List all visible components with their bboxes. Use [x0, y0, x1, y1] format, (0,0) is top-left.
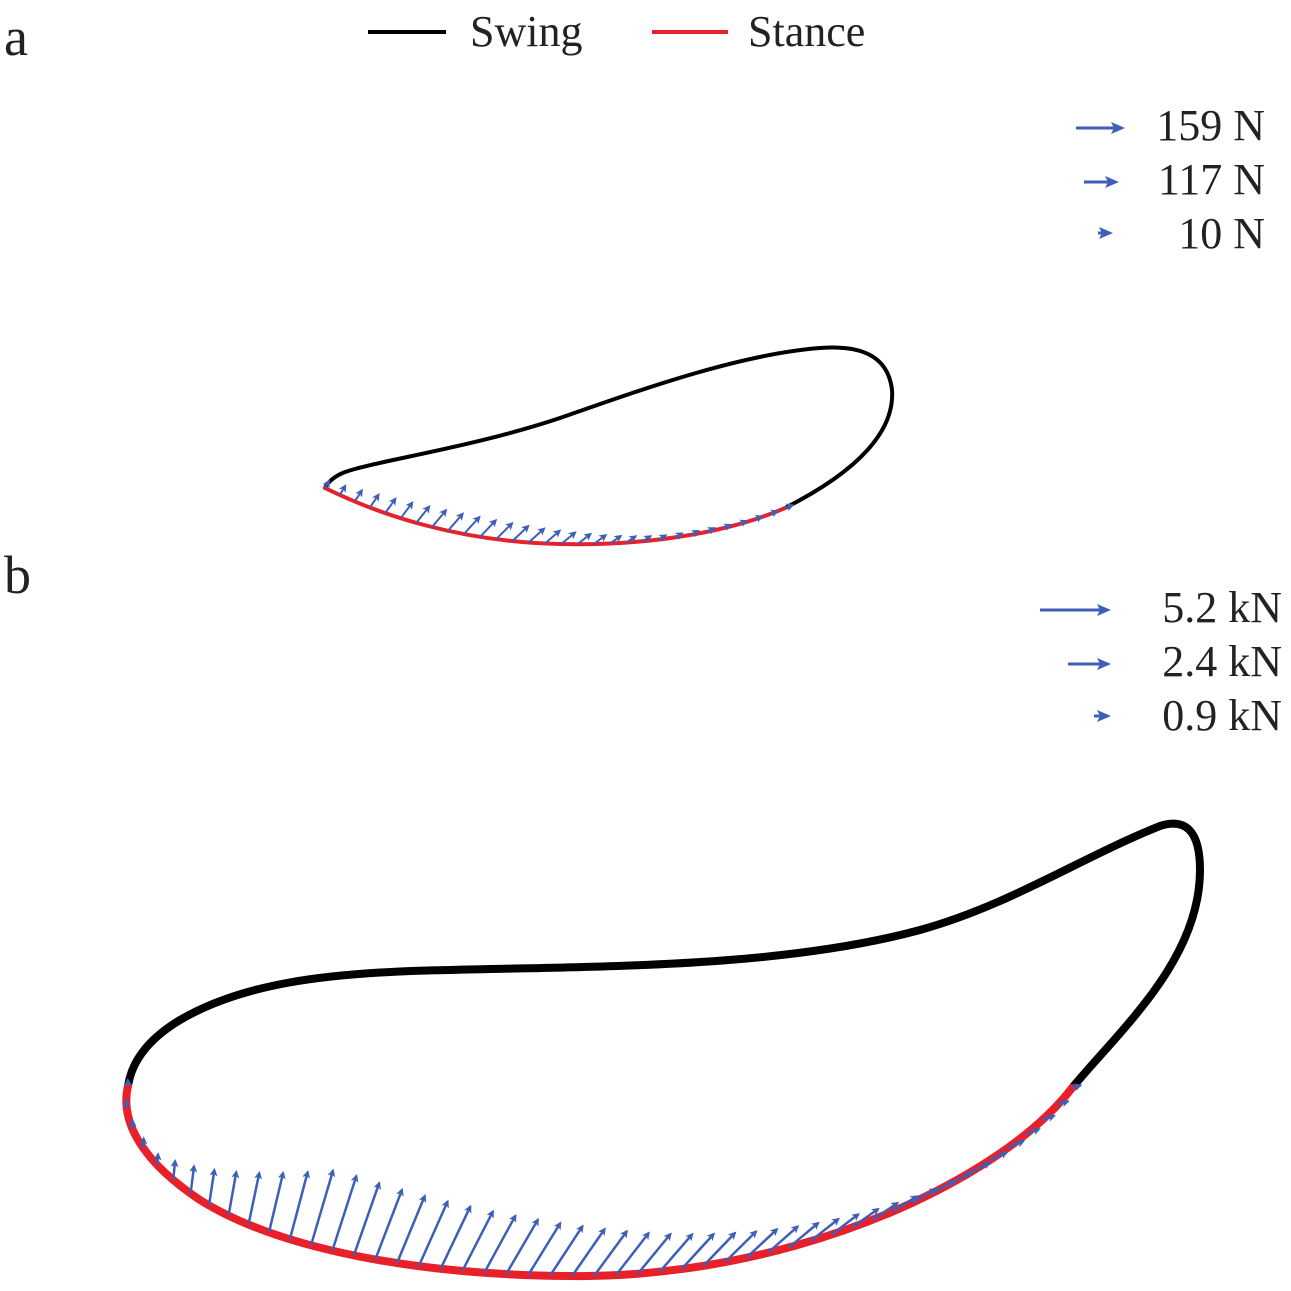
- panel-b-scale-value: 0.9 kN: [1162, 691, 1282, 740]
- force-arrow-icon: [227, 1170, 240, 1216]
- force-arrow-icon: [395, 1194, 427, 1264]
- force-arrow-icon: [505, 1217, 539, 1275]
- force-arrow-icon: [1071, 1083, 1083, 1091]
- panel-b-scale-value: 2.4 kN: [1162, 637, 1282, 686]
- force-arrow-icon: [576, 532, 593, 545]
- force-arrow-icon: [417, 1199, 449, 1267]
- panel-b-force-scale: 5.2 kN 2.4 kN 0.9 kN: [1040, 583, 1282, 740]
- force-arrow-icon: [593, 1229, 628, 1277]
- force-arrow-icon: [369, 493, 380, 509]
- force-arrow-icon: [851, 1207, 880, 1229]
- panel-a-force-scale: 159 N 117 N 10 N: [1076, 101, 1265, 258]
- force-arrow-icon: [769, 509, 780, 518]
- force-arrow-icon: [207, 1167, 218, 1206]
- panel-b-force-arrows: [122, 1078, 1083, 1277]
- force-arrow-icon: [702, 1231, 737, 1267]
- panel-b-scale-value: 5.2 kN: [1162, 583, 1282, 632]
- force-arrow-icon: [1057, 1099, 1070, 1108]
- force-arrow-icon: [461, 1209, 495, 1272]
- force-arrow-icon: [560, 531, 577, 545]
- force-arrow-icon: [784, 503, 795, 512]
- panel-a-swing-path: [323, 345, 895, 510]
- force-arrow-icon: [724, 1230, 758, 1263]
- force-arrow-icon: [267, 1170, 286, 1233]
- force-arrow-icon: [153, 1152, 162, 1166]
- panel-b-label: b: [4, 545, 31, 605]
- force-arrow-icon: [690, 530, 700, 538]
- force-arrow-icon: [353, 488, 363, 502]
- force-arrow-icon: [288, 1170, 311, 1240]
- panel-a-label: a: [4, 7, 28, 67]
- force-arrow-icon: [439, 1204, 472, 1270]
- force-arrow-icon: [549, 1224, 584, 1277]
- force-arrow-icon: [415, 505, 431, 524]
- force-arrow-icon: [830, 1213, 860, 1236]
- panel-a-scale-value: 117 N: [1158, 155, 1265, 204]
- force-arrow-icon: [871, 1201, 900, 1221]
- force-arrow-icon: [609, 534, 623, 545]
- force-arrow-icon: [247, 1170, 262, 1225]
- force-arrow-icon: [309, 1168, 336, 1246]
- force-arrow-icon: [544, 529, 562, 545]
- force-arrow-icon: [338, 484, 347, 496]
- force-arrow-icon: [399, 501, 414, 519]
- panel-a-scale-value: 159 N: [1156, 101, 1265, 150]
- force-arrow-icon: [571, 1227, 606, 1277]
- force-arrow-icon: [479, 518, 498, 538]
- force-arrow-icon: [527, 527, 546, 544]
- force-arrow-icon: [912, 1188, 938, 1204]
- panel-a-trajectory: [322, 345, 895, 547]
- legend: Swing Stance: [368, 7, 865, 56]
- force-arrow-icon: [658, 1232, 694, 1273]
- force-arrow-icon: [170, 1159, 179, 1181]
- force-arrow-icon: [352, 1181, 381, 1256]
- force-arrow-icon: [788, 1221, 820, 1249]
- force-arrow-icon: [674, 532, 684, 540]
- force-arrow-icon: [642, 535, 653, 543]
- force-arrow-icon: [593, 534, 608, 545]
- force-arrow-icon: [527, 1221, 562, 1276]
- force-arrow-icon: [680, 1232, 716, 1270]
- force-arrow-icon: [511, 524, 530, 542]
- force-arrow-icon: [1041, 1114, 1056, 1122]
- force-arrow-icon: [331, 1173, 359, 1252]
- force-arrow-icon: [809, 1217, 840, 1243]
- panel-a-force-arrows: [322, 479, 795, 545]
- force-arrow-icon: [745, 1227, 779, 1259]
- force-arrow-icon: [738, 519, 749, 528]
- force-arrow-icon: [615, 1231, 650, 1276]
- panel-b-swing-path: [124, 819, 1205, 1092]
- force-arrow-icon: [1007, 1139, 1026, 1149]
- force-arrow-icon: [932, 1180, 956, 1194]
- force-arrow-icon: [658, 534, 668, 542]
- force-arrow-icon: [706, 527, 717, 535]
- force-arrow-icon: [722, 523, 733, 531]
- force-arrow-icon: [636, 1232, 672, 1275]
- force-arrow-icon: [447, 512, 465, 532]
- force-arrow-icon: [951, 1171, 974, 1184]
- legend-swing-label: Swing: [470, 7, 582, 56]
- force-arrow-icon: [189, 1164, 198, 1194]
- force-arrow-icon: [754, 515, 764, 523]
- force-arrow-icon: [384, 497, 397, 514]
- force-arrow-icon: [989, 1151, 1009, 1162]
- force-arrow-icon: [322, 479, 331, 489]
- force-arrow-icon: [767, 1225, 800, 1254]
- force-arrow-icon: [431, 508, 448, 528]
- force-arrow-icon: [1025, 1127, 1041, 1136]
- force-arrow-icon: [892, 1195, 919, 1213]
- panel-a-scale-value: 10 N: [1178, 209, 1265, 258]
- panel-b-trajectory: [122, 819, 1205, 1281]
- force-arrow-icon: [970, 1161, 992, 1173]
- legend-stance-label: Stance: [748, 7, 865, 56]
- panel-b-stance-path: [122, 1082, 1076, 1281]
- force-arrow-icon: [495, 521, 514, 540]
- force-arrow-icon: [625, 535, 638, 544]
- force-arrow-icon: [374, 1187, 404, 1260]
- force-arrow-icon: [463, 515, 481, 535]
- force-arrow-icon: [139, 1136, 148, 1149]
- force-arrow-icon: [483, 1213, 517, 1274]
